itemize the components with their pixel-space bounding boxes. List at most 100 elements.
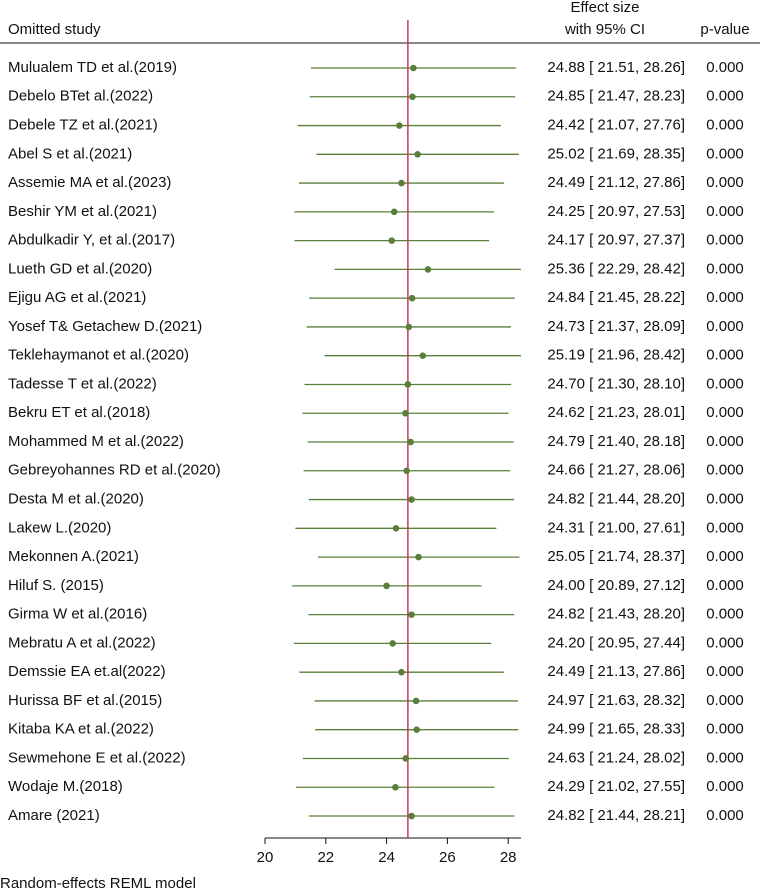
p-value: 0.000 — [706, 692, 744, 709]
study-label: Sewmehone E et al.(2022) — [8, 749, 186, 766]
point — [408, 496, 415, 503]
effect-label: 24.00 [ 20.89, 27.12] — [547, 577, 685, 594]
study-label: Debelo BTet al.(2022) — [8, 88, 153, 105]
footer: Random-effects REML model — [0, 875, 196, 891]
p-value: 0.000 — [706, 404, 744, 421]
point — [424, 266, 432, 273]
point — [414, 151, 421, 158]
effect-label: 24.85 [ 21.47, 28.23] — [547, 88, 685, 105]
study-label: Lakew L.(2020) — [8, 519, 111, 536]
point — [404, 381, 412, 388]
study-label: Girma W et al.(2016) — [8, 606, 147, 623]
p-value: 0.000 — [706, 203, 744, 220]
p-value: 0.000 — [706, 59, 744, 76]
study-label: Abel S et al.(2021) — [8, 145, 132, 162]
header-effect: Effect size — [571, 0, 640, 16]
effect-label: 24.88 [ 21.51, 28.26] — [547, 59, 685, 76]
effect-label: 24.82 [ 21.44, 28.21] — [547, 807, 685, 824]
point — [383, 582, 390, 590]
p-value: 0.000 — [706, 174, 744, 191]
effect-label: 24.70 [ 21.30, 28.10] — [547, 375, 685, 392]
effect-label: 24.42 [ 21.07, 27.76] — [547, 117, 685, 134]
study-label: Demssie EA et.al(2022) — [8, 663, 166, 680]
point — [389, 640, 396, 647]
study-label: Bekru ET et al.(2018) — [8, 404, 150, 421]
p-value: 0.000 — [706, 289, 744, 306]
effect-label: 24.17 [ 20.97, 27.37] — [547, 232, 685, 249]
x-tick-label: 24 — [378, 849, 395, 866]
point — [390, 208, 398, 216]
p-value: 0.000 — [706, 663, 744, 680]
study-label: Hiluf S. (2015) — [8, 577, 104, 594]
point — [388, 237, 396, 244]
point — [402, 755, 410, 762]
study-label: Ejigu AG et al.(2021) — [8, 289, 146, 306]
point — [402, 409, 409, 417]
study-label: Desta M et al.(2020) — [8, 491, 144, 508]
study-label: Mulualem TD et al.(2019) — [8, 59, 177, 76]
effect-label: 24.82 [ 21.44, 28.20] — [547, 491, 685, 508]
study-label: Teklehaymanot et al.(2020) — [8, 347, 189, 364]
header-study: Omitted study — [8, 21, 101, 38]
point — [407, 438, 414, 446]
point — [409, 93, 416, 101]
study-label: Abdulkadir Y, et al.(2017) — [8, 232, 175, 249]
p-value: 0.000 — [706, 606, 744, 623]
effect-label: 24.99 [ 21.65, 28.33] — [547, 721, 685, 738]
study-label: Hurissa BF et al.(2015) — [8, 692, 162, 709]
point — [396, 122, 403, 129]
p-value: 0.000 — [706, 721, 744, 738]
effect-label: 24.79 [ 21.40, 28.18] — [547, 433, 685, 450]
point — [419, 352, 427, 360]
header-p: p-value — [700, 21, 749, 38]
point — [408, 812, 415, 820]
p-value: 0.000 — [706, 577, 744, 594]
study-label: Tadesse T et al.(2022) — [8, 375, 157, 392]
effect-label: 24.84 [ 21.45, 28.22] — [547, 289, 685, 306]
point — [415, 553, 422, 561]
header-ci: with 95% CI — [564, 21, 645, 38]
effect-label: 24.29 [ 21.02, 27.55] — [547, 778, 685, 795]
study-label: Mebratu A et al.(2022) — [8, 634, 156, 651]
p-value: 0.000 — [706, 88, 744, 105]
study-label: Mekonnen A.(2021) — [8, 548, 139, 565]
point — [398, 179, 405, 187]
effect-label: 24.97 [ 21.63, 28.32] — [547, 692, 685, 709]
point — [392, 783, 399, 791]
study-label: Assemie MA et al.(2023) — [8, 174, 171, 191]
x-tick-label: 22 — [317, 849, 334, 866]
p-value: 0.000 — [706, 519, 744, 536]
p-value: 0.000 — [706, 145, 744, 162]
point — [398, 668, 405, 676]
p-value: 0.000 — [706, 318, 744, 335]
study-label: Wodaje M.(2018) — [8, 778, 123, 795]
p-value: 0.000 — [706, 117, 744, 134]
point — [412, 697, 420, 705]
x-tick-label: 28 — [500, 849, 517, 866]
p-value: 0.000 — [706, 491, 744, 508]
study-label: Beshir YM et al.(2021) — [8, 203, 157, 220]
p-value: 0.000 — [706, 807, 744, 824]
effect-label: 24.20 [ 20.95, 27.44] — [547, 634, 685, 651]
study-label: Lueth GD et al.(2020) — [8, 260, 152, 277]
effect-label: 25.02 [ 21.69, 28.35] — [547, 145, 685, 162]
point — [413, 726, 420, 734]
p-value: 0.000 — [706, 634, 744, 651]
point — [405, 323, 413, 331]
point — [403, 467, 410, 475]
effect-label: 25.05 [ 21.74, 28.37] — [547, 548, 685, 565]
p-value: 0.000 — [706, 375, 744, 392]
p-value: 0.000 — [706, 462, 744, 479]
effect-label: 24.49 [ 21.13, 27.86] — [547, 663, 685, 680]
p-value: 0.000 — [706, 433, 744, 450]
point — [410, 64, 417, 72]
effect-label: 24.25 [ 20.97, 27.53] — [547, 203, 685, 220]
study-label: Mohammed M et al.(2022) — [8, 433, 184, 450]
p-value: 0.000 — [706, 778, 744, 795]
p-value: 0.000 — [706, 749, 744, 766]
point — [408, 611, 415, 618]
p-value: 0.000 — [706, 347, 744, 364]
point — [408, 294, 416, 302]
effect-label: 24.66 [ 21.27, 28.06] — [547, 462, 685, 479]
